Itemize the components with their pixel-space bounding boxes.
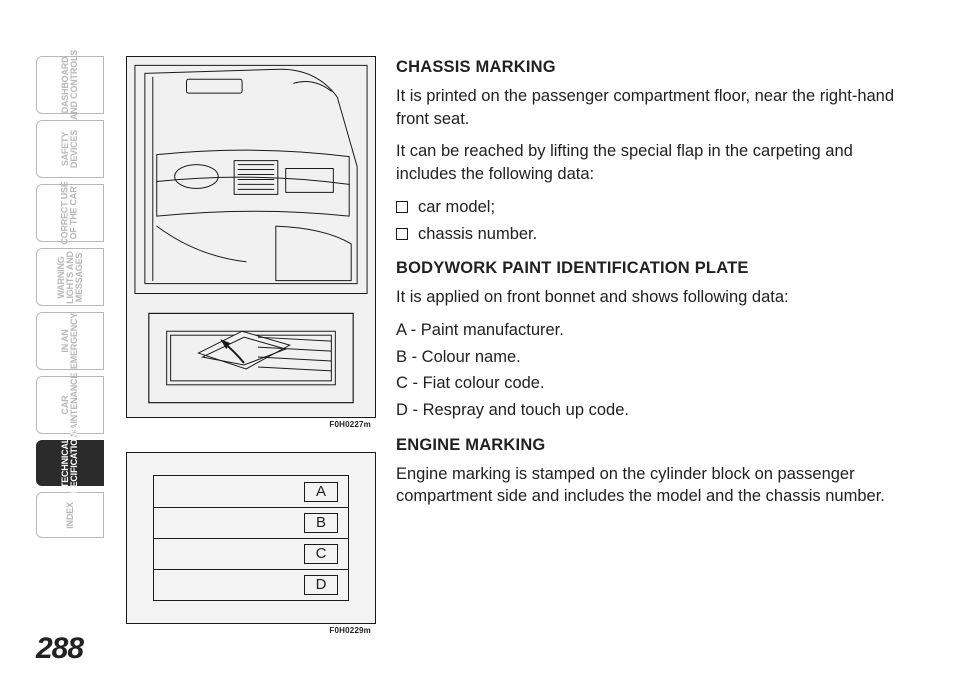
- body-text: CHASSIS MARKING It is printed on the pas…: [396, 56, 912, 518]
- paragraph: It can be reached by lifting the special…: [396, 140, 912, 186]
- plate-cell-b: B: [304, 513, 338, 533]
- bullet-item: car model;: [396, 196, 912, 219]
- figure-code: F0H0229m: [329, 626, 371, 635]
- heading-engine: ENGINE MARKING: [396, 434, 912, 457]
- bullet-item: chassis number.: [396, 223, 912, 246]
- paint-plate: A B C D: [153, 475, 349, 601]
- heading-bodywork: BODYWORK PAINT IDENTIFICATION PLATE: [396, 257, 912, 280]
- tab-label: WARNING LIGHTS AND MESSAGES: [56, 251, 83, 304]
- page-number: 288: [36, 632, 83, 666]
- tab-emergency[interactable]: IN AN EMERGENCY: [36, 312, 104, 370]
- plate-row: B: [154, 507, 348, 538]
- heading-chassis: CHASSIS MARKING: [396, 56, 912, 79]
- plate-cell-c: C: [304, 544, 338, 564]
- plate-cell-d: D: [304, 575, 338, 595]
- car-door-illustration: [127, 57, 375, 417]
- plate-cell-a: A: [304, 482, 338, 502]
- tab-safety[interactable]: SAFETY DEVICES: [36, 120, 104, 178]
- tab-label: INDEX: [65, 502, 74, 529]
- section-tabs: DASHBOARD AND CONTROLS SAFETY DEVICES CO…: [36, 56, 104, 538]
- manual-page: DASHBOARD AND CONTROLS SAFETY DEVICES CO…: [0, 0, 954, 698]
- tab-dashboard[interactable]: DASHBOARD AND CONTROLS: [36, 56, 104, 114]
- plate-row: C: [154, 538, 348, 569]
- tab-warning-lights[interactable]: WARNING LIGHTS AND MESSAGES: [36, 248, 104, 306]
- list-item: D - Respray and touch up code.: [396, 399, 912, 422]
- tab-technical-specs[interactable]: TECHNICAL SPECIFICATIONS: [36, 440, 104, 486]
- paragraph: It is printed on the passenger compartme…: [396, 85, 912, 131]
- figure-code: F0H0227m: [329, 420, 371, 429]
- list-item: B - Colour name.: [396, 346, 912, 369]
- tab-label: SAFETY DEVICES: [61, 130, 79, 168]
- figures-column: F0H0227m A B C D F0H0229m: [126, 56, 376, 658]
- figure-paint-plate: A B C D F0H0229m: [126, 452, 376, 624]
- tab-label: IN AN EMERGENCY: [61, 313, 79, 369]
- paragraph: Engine marking is stamped on the cylinde…: [396, 463, 912, 509]
- list-item: A - Paint manufacturer.: [396, 319, 912, 342]
- plate-row: D: [154, 569, 348, 600]
- paragraph: It is applied on front bonnet and shows …: [396, 286, 912, 309]
- tab-label: CORRECT USE OF THE CAR: [61, 181, 79, 244]
- list-item: C - Fiat colour code.: [396, 372, 912, 395]
- tab-correct-use[interactable]: CORRECT USE OF THE CAR: [36, 184, 104, 242]
- tab-label: TECHNICAL SPECIFICATIONS: [61, 427, 79, 499]
- figure-chassis-location: F0H0227m: [126, 56, 376, 418]
- plate-row: A: [154, 476, 348, 507]
- tab-maintenance[interactable]: CAR MAINTENANCE: [36, 376, 104, 434]
- tab-label: DASHBOARD AND CONTROLS: [61, 50, 79, 120]
